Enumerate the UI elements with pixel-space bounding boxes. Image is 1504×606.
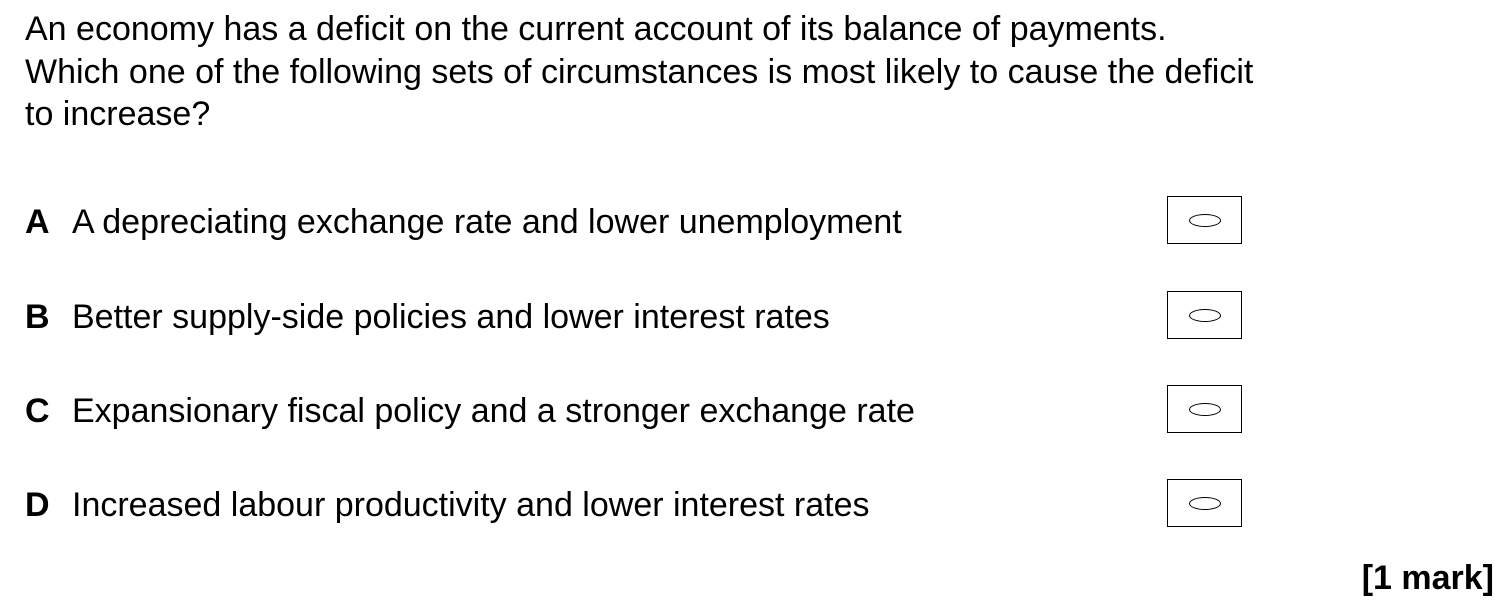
option-letter: A — [25, 203, 50, 241]
question-line-1: An economy has a deficit on the current … — [25, 10, 1167, 48]
answer-oval-icon — [1188, 309, 1221, 322]
answer-box-d[interactable] — [1167, 479, 1242, 527]
answer-box-a[interactable] — [1167, 196, 1242, 244]
option-text: Increased labour productivity and lower … — [72, 486, 870, 524]
option-text: A depreciating exchange rate and lower u… — [72, 203, 902, 241]
option-d: D Increased labour productivity and lowe… — [25, 479, 1255, 529]
option-letter: C — [25, 392, 50, 430]
option-text: Better supply-side policies and lower in… — [72, 298, 830, 336]
option-letter: B — [25, 298, 50, 336]
option-c: C Expansionary fiscal policy and a stron… — [25, 385, 1255, 435]
option-letter: D — [25, 486, 50, 524]
answer-box-c[interactable] — [1167, 385, 1242, 433]
answer-box-b[interactable] — [1167, 291, 1242, 339]
mark-allocation: [1 mark] — [1361, 559, 1494, 597]
question-text: An economy has a deficit on the current … — [25, 8, 1385, 136]
answer-oval-icon — [1188, 403, 1221, 416]
option-text: Expansionary fiscal policy and a stronge… — [72, 392, 915, 430]
option-b: B Better supply-side policies and lower … — [25, 291, 1255, 341]
option-a: A A depreciating exchange rate and lower… — [25, 196, 1255, 246]
answer-oval-icon — [1188, 214, 1221, 227]
answer-oval-icon — [1188, 497, 1221, 510]
question-line-2: Which one of the following sets of circu… — [25, 52, 1254, 91]
question-line-3: to increase? — [25, 95, 211, 133]
